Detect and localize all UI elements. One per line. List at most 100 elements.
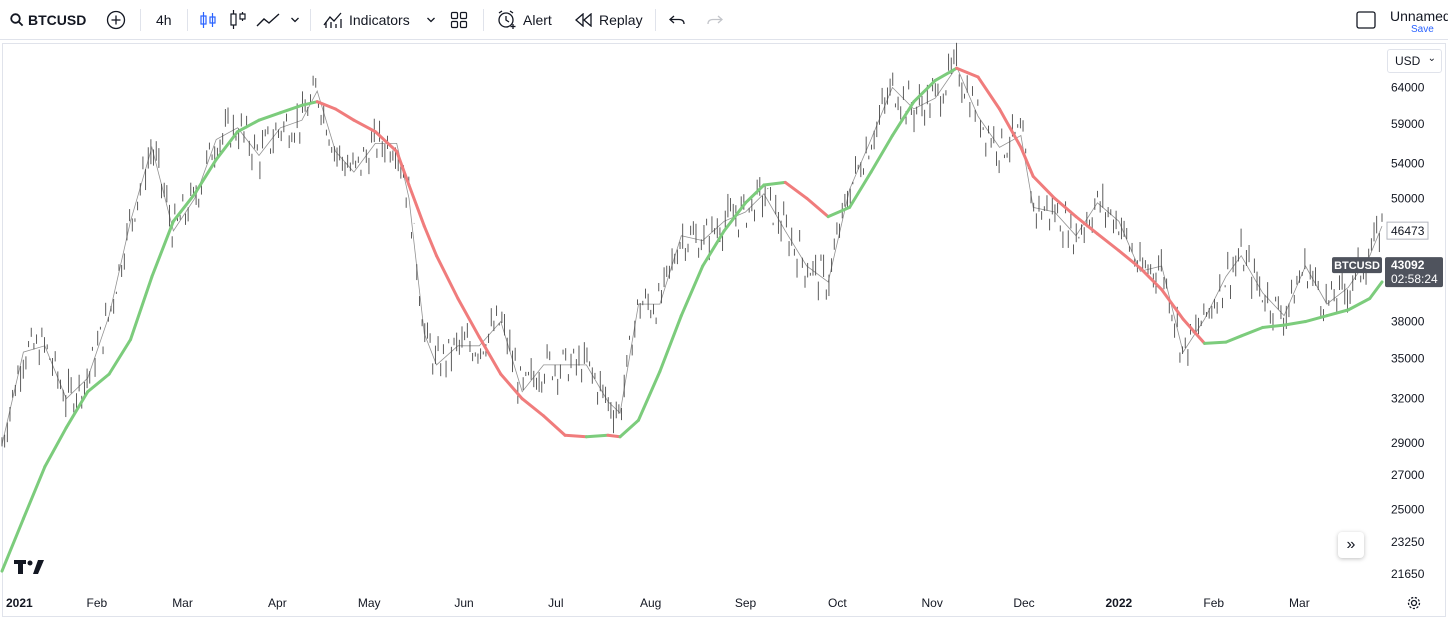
ma-segment xyxy=(1031,174,1057,200)
price-scale-label: 64000 xyxy=(1391,80,1425,94)
toolbar-divider xyxy=(310,9,311,31)
ma-segment xyxy=(1282,320,1308,327)
price-marker-label: 46473 xyxy=(1391,224,1425,238)
ma-segment xyxy=(542,414,567,437)
ma-segment xyxy=(1053,196,1078,219)
gear-icon xyxy=(1407,596,1421,610)
time-axis-label: Nov xyxy=(922,596,943,610)
ma-segment xyxy=(171,192,197,223)
layout-name: Unnamed xyxy=(1390,8,1448,24)
ma-segment xyxy=(998,107,1023,149)
time-axis-label: Feb xyxy=(87,596,108,610)
ma-segment xyxy=(334,107,356,122)
ma-segment xyxy=(1019,145,1035,178)
add-symbol-button[interactable] xyxy=(106,0,126,40)
time-axis-label: May xyxy=(358,596,381,610)
price-scale-label: 38000 xyxy=(1391,315,1425,329)
price-scale-label: 59000 xyxy=(1391,117,1425,131)
fullscreen-icon xyxy=(1356,11,1376,29)
ma-segment xyxy=(1160,288,1185,321)
ma-segment xyxy=(1203,340,1228,345)
indicators-label: Indicators xyxy=(349,12,410,28)
toolbar-divider xyxy=(187,9,188,31)
ma-segment xyxy=(86,372,111,394)
ma-segment xyxy=(300,100,319,107)
ma-segment xyxy=(890,100,916,138)
ma-segment xyxy=(606,433,622,439)
undo-button[interactable] xyxy=(669,0,685,40)
line-chart-button[interactable] xyxy=(256,0,280,40)
price-scale-label: 27000 xyxy=(1391,468,1425,482)
layout-grid-icon xyxy=(450,11,468,29)
ma-segment xyxy=(1346,296,1372,312)
bar-countdown-label: 02:58:24 xyxy=(1391,272,1438,286)
ma-segment xyxy=(1261,323,1286,329)
candles-button[interactable] xyxy=(229,0,247,40)
price-scale-label: 35000 xyxy=(1391,351,1425,365)
alert-label: Alert xyxy=(523,12,552,28)
chart-pane[interactable] xyxy=(2,43,1446,617)
time-axis-label: 2022 xyxy=(1105,596,1132,610)
time-axis-label: Jul xyxy=(548,596,563,610)
line-chart-icon xyxy=(256,13,280,27)
ma-segment xyxy=(955,66,980,79)
fullscreen-button[interactable] xyxy=(1356,0,1376,40)
save-link[interactable]: Save xyxy=(1411,24,1434,35)
ma-segment xyxy=(1224,334,1243,344)
alert-button[interactable]: Alert xyxy=(497,0,552,40)
ma-segment xyxy=(435,254,460,300)
chart-type-dropdown[interactable] xyxy=(290,0,300,40)
price-scale-label: 29000 xyxy=(1391,436,1425,450)
candles-icon xyxy=(230,10,246,29)
ma-segment xyxy=(422,224,439,258)
search-icon xyxy=(10,13,24,27)
ma-segment xyxy=(477,335,503,376)
ma-segment xyxy=(1304,314,1329,324)
ma-segment xyxy=(64,390,90,430)
layout-button[interactable] xyxy=(450,0,468,40)
ma-segment xyxy=(762,180,787,187)
top-toolbar: BTCUSD 4h Indicators Alert Replay xyxy=(0,0,1448,40)
time-axis-label: Apr xyxy=(268,596,287,610)
ma-segment xyxy=(0,517,25,573)
indicators-icon xyxy=(323,12,342,28)
time-axis-label: Sep xyxy=(735,596,757,610)
ma-segment xyxy=(456,296,481,339)
time-axis-label: Aug xyxy=(640,596,661,610)
ma-segment xyxy=(193,158,218,196)
interval-label: 4h xyxy=(156,12,172,28)
scroll-to-realtime-button[interactable]: » xyxy=(1338,532,1364,558)
ma-segment xyxy=(1138,266,1164,292)
interval-button[interactable]: 4h xyxy=(156,0,172,40)
layout-save-area[interactable]: Unnamed Save xyxy=(1390,9,1448,37)
ma-segment xyxy=(214,130,240,162)
ma-segment xyxy=(278,103,304,115)
toolbar-divider xyxy=(655,9,656,31)
ma-segment xyxy=(499,372,524,401)
ma-segment xyxy=(395,149,411,187)
indicator-templates-dropdown[interactable] xyxy=(426,0,436,40)
ma-segment xyxy=(1239,325,1265,338)
ma-segment xyxy=(1181,317,1207,345)
ma-segment xyxy=(584,433,610,439)
bar-style-button[interactable] xyxy=(199,0,217,40)
price-scale-label: 50000 xyxy=(1391,191,1425,205)
ma-segment xyxy=(679,264,705,318)
currency-selector[interactable]: USD ⌄ xyxy=(1387,49,1442,73)
symbol-search[interactable]: BTCUSD xyxy=(10,0,86,40)
toolbar-divider xyxy=(140,9,141,31)
ma-segment xyxy=(618,418,640,439)
ma-segment xyxy=(407,183,426,228)
replay-button[interactable]: Replay xyxy=(575,0,643,40)
indicators-button[interactable]: Indicators xyxy=(323,0,410,40)
ma-segment xyxy=(976,75,1002,111)
add-symbol-icon xyxy=(106,10,126,30)
price-scale-label: 21650 xyxy=(1391,567,1425,581)
ma-segment xyxy=(658,314,683,373)
ma-segment xyxy=(563,433,588,439)
chart-settings-button[interactable] xyxy=(1406,595,1422,616)
redo-button[interactable] xyxy=(707,0,723,40)
tradingview-logo[interactable] xyxy=(14,559,44,580)
price-marker-box xyxy=(1386,221,1429,240)
